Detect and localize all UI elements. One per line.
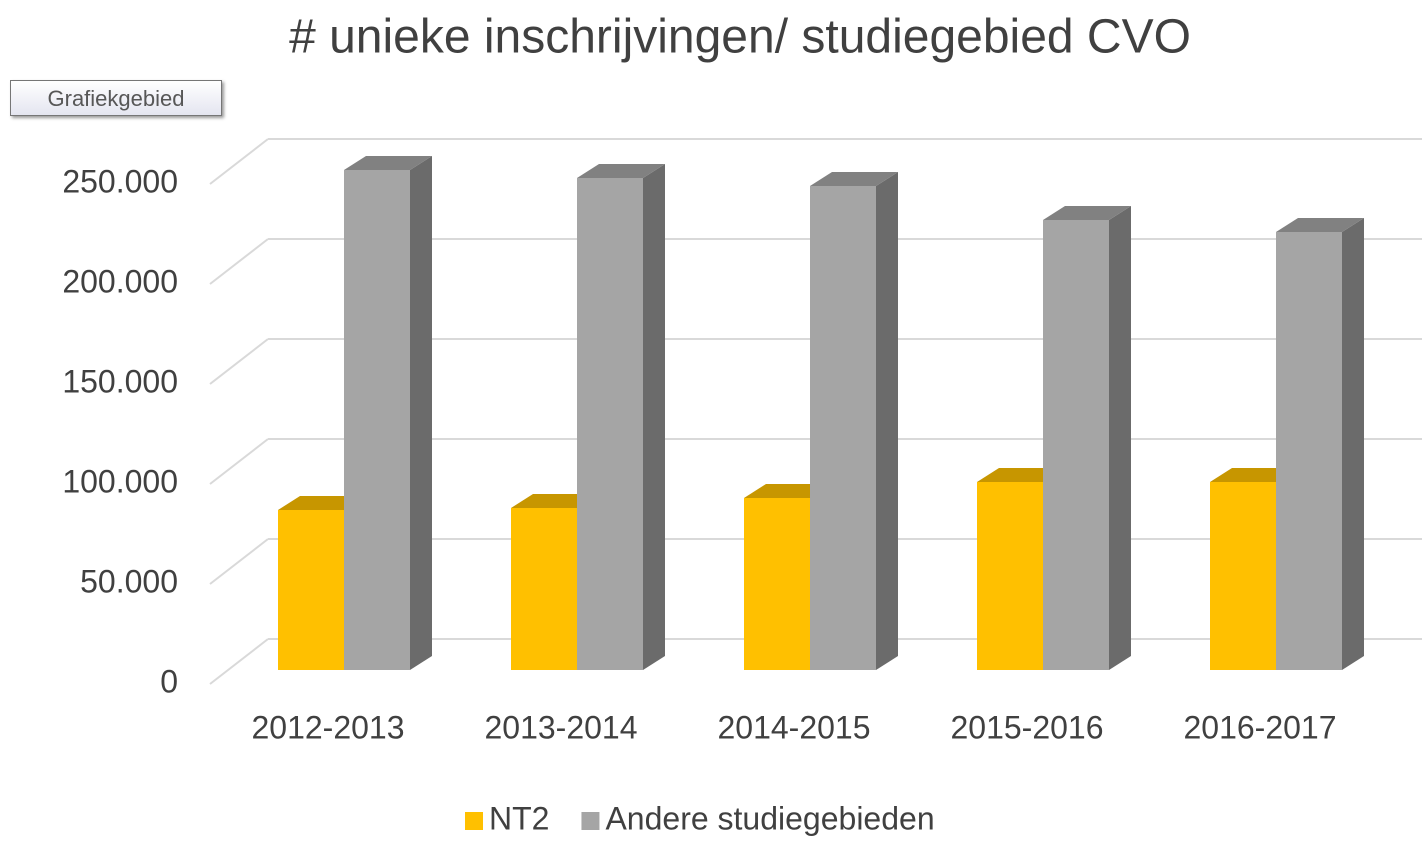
x-tick-label: 2016-2017	[1183, 709, 1336, 745]
bar	[577, 178, 643, 670]
bar	[278, 510, 344, 670]
bar	[977, 482, 1043, 670]
bar-top	[344, 156, 432, 170]
x-tick-label: 2015-2016	[950, 709, 1103, 745]
grid-line-side	[209, 338, 269, 385]
bar-side	[643, 164, 665, 670]
legend-label: Andere studiegebieden	[605, 800, 934, 836]
grid-line-side	[209, 638, 269, 685]
y-tick-label: 100.000	[62, 463, 178, 499]
bar	[1210, 482, 1276, 670]
chart-title: # unieke inschrijvingen/ studiegebied CV…	[289, 11, 1191, 64]
bar-side	[1342, 218, 1364, 670]
bar-side	[410, 156, 432, 670]
bar	[511, 508, 577, 670]
bar	[744, 498, 810, 670]
y-tick-label: 250.000	[62, 163, 178, 199]
x-tick-label: 2014-2015	[717, 709, 870, 745]
bar-side	[876, 172, 898, 670]
y-tick-label: 50.000	[80, 563, 178, 599]
x-tick-label: 2012-2013	[251, 709, 404, 745]
legend-label: NT2	[489, 800, 549, 836]
bar-top	[1043, 206, 1131, 220]
grid-line-side	[209, 438, 269, 485]
tooltip: Grafiekgebied	[10, 80, 222, 116]
bar	[1276, 232, 1342, 670]
bar-top	[1276, 218, 1364, 232]
bar-top	[577, 164, 665, 178]
grid-line-side	[209, 138, 269, 185]
bar-side	[1109, 206, 1131, 670]
y-tick-label: 150.000	[62, 363, 178, 399]
legend-swatch	[581, 812, 600, 830]
x-tick-label: 2013-2014	[484, 709, 637, 745]
bar	[1043, 220, 1109, 670]
grid-line-side	[209, 538, 269, 585]
legend-swatch	[465, 812, 483, 830]
bar	[810, 186, 876, 670]
grid-line-side	[209, 238, 269, 285]
y-tick-label: 0	[160, 663, 178, 699]
bar-top	[810, 172, 898, 186]
y-tick-label: 200.000	[62, 263, 178, 299]
bar	[344, 170, 410, 670]
